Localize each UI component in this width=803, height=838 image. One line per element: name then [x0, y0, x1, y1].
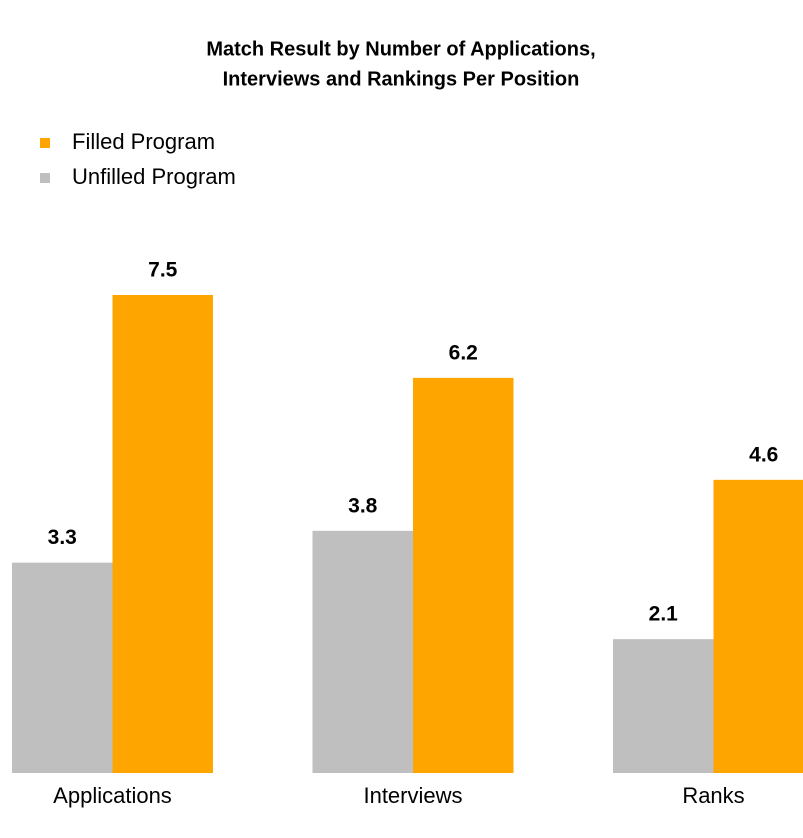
x-tick-label: Interviews: [363, 783, 462, 808]
bar: [112, 295, 213, 773]
bar: [713, 479, 803, 773]
legend-label: Filled Program: [72, 129, 215, 154]
data-label: 7.5: [148, 259, 178, 282]
bar: [613, 639, 714, 773]
x-tick-label: Ranks: [682, 783, 744, 808]
bar: [413, 377, 514, 773]
x-tick-label: Applications: [53, 783, 172, 808]
chart-title: Interviews and Rankings Per Position: [223, 68, 580, 90]
legend-swatch: [40, 173, 50, 183]
data-label: 2.1: [649, 603, 679, 626]
data-label: 3.3: [48, 526, 77, 549]
data-label: 4.6: [749, 443, 778, 466]
data-label: 6.2: [449, 341, 478, 364]
bar: [12, 562, 113, 773]
bar: [312, 530, 413, 773]
legend-swatch: [40, 138, 50, 148]
data-label: 3.8: [348, 494, 378, 517]
legend-label: Unfilled Program: [72, 164, 236, 189]
chart-title: Match Result by Number of Applications,: [206, 38, 595, 60]
